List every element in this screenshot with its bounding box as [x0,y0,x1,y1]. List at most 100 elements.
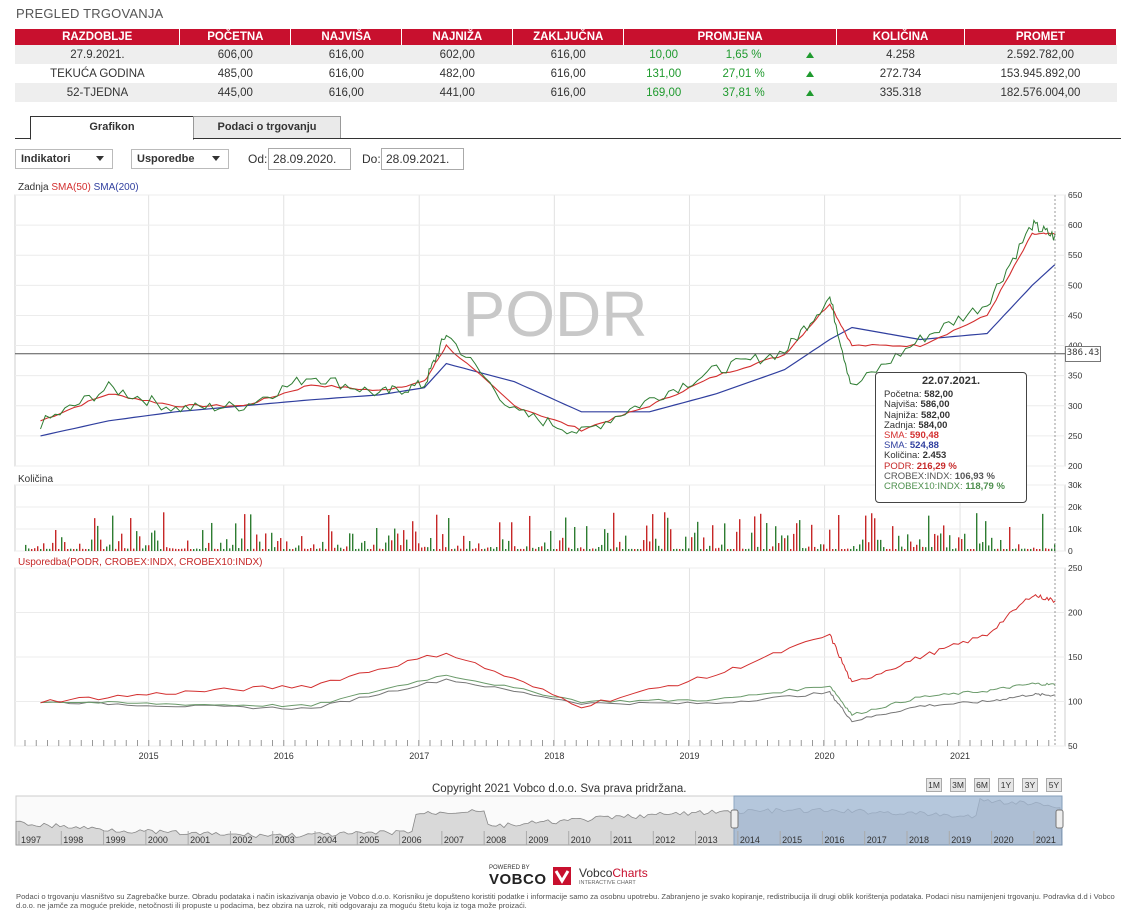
volume-bar [295,547,297,551]
navigator-year-label: 2000 [148,835,168,845]
volume-bar [424,546,426,551]
volume-bar [739,519,741,551]
volume-bar [124,548,126,551]
volume-bar [457,545,459,551]
cell-volume: 272.734 [836,64,965,83]
volume-bar [472,548,474,551]
volume-bar [142,548,144,551]
volume-bar [754,516,756,551]
table-header-row: RAZDOBLJE POČETNA NAJVIŠA NAJNIŽA ZAKLJU… [15,29,1118,45]
volume-bar [931,546,933,551]
cell-close: 616,00 [512,64,624,83]
watermark-ticker: PODR [463,278,648,350]
navigator-handle-right[interactable] [1055,809,1064,829]
navigator-year-label: 1998 [63,835,83,845]
price-legend: Zadnja SMA(50) SMA(200) [18,182,139,193]
price-y-tick-label: 600 [1068,220,1082,230]
navigator-year-label: 2012 [655,835,675,845]
volume-bar [748,548,750,551]
volume-bar [673,548,675,551]
volume-bar [787,535,789,551]
navigator-year-label: 2001 [190,835,210,845]
volume-bar [154,530,156,551]
do-date-input[interactable]: 28.09.2021. [381,148,464,170]
volume-bar [478,543,480,551]
tab-podaci-o-trgovanju[interactable]: Podaci o trgovanju [193,116,341,138]
usporedbe-dropdown[interactable]: Usporedbe [131,149,229,169]
volume-bar [907,534,909,551]
volume-bar [1015,548,1017,551]
range-6m-button[interactable]: 6M [974,778,990,792]
volume-bar [283,548,285,551]
volume-bar [205,547,207,551]
volume-bar [586,526,588,551]
tooltip-date: 22.07.2021. [921,375,981,387]
range-1y-button[interactable]: 1Y [998,778,1014,792]
volume-bar [130,518,132,551]
volume-bar [520,548,522,551]
volume-bar [952,548,954,551]
volume-bar [367,548,369,551]
range-5y-button[interactable]: 5Y [1046,778,1062,792]
volume-bar [85,548,87,551]
navigator-year-label: 2015 [782,835,802,845]
volume-bar [175,548,177,551]
volume-bar [109,544,111,551]
volume-bar [31,548,33,551]
volume-bar [430,537,432,551]
comparison-y-tick-label: 50 [1068,741,1078,751]
volume-bar [883,547,885,551]
navigator-year-label: 2008 [486,835,506,845]
volume-bar [565,517,567,551]
od-date-input[interactable]: 28.09.2020. [268,148,351,170]
volume-bar [403,530,405,551]
volume-bar [592,548,594,551]
volume-bar [598,547,600,551]
chevron-down-icon [212,156,220,161]
navigator-handle-left[interactable] [730,809,739,829]
volume-legend: Količina [18,474,54,485]
tab-bar: Grafikon Podaci o trgovanju [15,114,1121,140]
volume-bar [964,533,966,551]
podr-compare-line [40,593,1056,709]
volume-bar [988,545,990,551]
volume-bar [244,514,246,551]
tooltip-row: SMA: 590,48 [884,430,939,442]
volume-bar [865,515,867,551]
volume-bar [703,537,705,551]
range-1m-button[interactable]: 1M [926,778,942,792]
volume-bar [796,523,798,551]
volume-bar [325,548,327,551]
volume-bar [742,548,744,551]
volume-bar [202,530,204,551]
volume-bar [298,545,300,551]
volume-bar [721,544,723,551]
usporedbe-label: Usporedbe [137,153,195,165]
x-tick-label: 2019 [679,751,699,761]
volume-bar [1003,548,1005,551]
volume-bar [136,531,138,551]
tab-grafikon[interactable]: Grafikon [30,116,194,140]
volume-bar [349,533,351,551]
volume-bar [274,547,276,551]
cell-change-pct: 27,01 % [703,64,784,83]
crobex10-line [40,674,1056,717]
navigator-year-label: 2003 [275,835,295,845]
volume-bar [874,518,876,551]
volume-bar [181,548,183,551]
volume-bar [556,548,558,551]
volume-bar [916,544,918,551]
indikatori-dropdown[interactable]: Indikatori [15,149,113,169]
volume-bar [379,548,381,551]
volume-bar [910,541,912,551]
volume-bar [70,548,72,551]
volume-bar [685,536,687,551]
price-line [40,218,1056,435]
volume-bar [1018,544,1020,551]
cell-volume: 335.318 [836,83,965,102]
range-3m-button[interactable]: 3M [950,778,966,792]
cell-turnover: 153.945.892,00 [964,64,1117,83]
volume-bar [646,525,648,551]
range-3y-button[interactable]: 3Y [1022,778,1038,792]
